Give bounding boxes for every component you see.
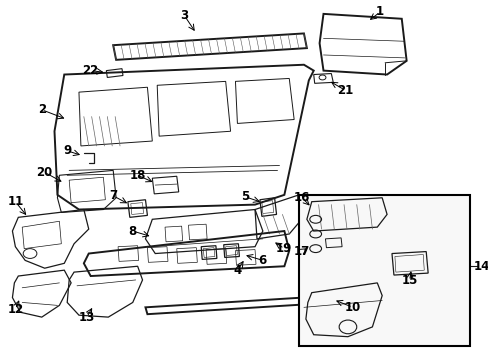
Text: 18: 18 <box>129 169 145 182</box>
Text: 7: 7 <box>109 189 117 202</box>
Text: 12: 12 <box>7 303 23 316</box>
Text: 10: 10 <box>344 301 360 314</box>
Text: 13: 13 <box>79 311 95 324</box>
Text: 6: 6 <box>258 254 266 267</box>
Text: 14: 14 <box>473 260 488 273</box>
Text: 8: 8 <box>128 225 137 238</box>
Text: 11: 11 <box>7 195 23 208</box>
Text: 19: 19 <box>276 242 292 255</box>
Text: 17: 17 <box>293 245 309 258</box>
Text: 21: 21 <box>336 84 352 97</box>
Text: 9: 9 <box>63 144 71 157</box>
Text: 2: 2 <box>38 103 46 116</box>
Bar <box>299 195 469 346</box>
Text: 3: 3 <box>180 9 188 22</box>
Text: 16: 16 <box>293 191 309 204</box>
Text: 4: 4 <box>233 264 241 277</box>
Text: 22: 22 <box>82 64 99 77</box>
Text: 20: 20 <box>37 166 53 179</box>
Text: 15: 15 <box>401 274 417 287</box>
Text: 5: 5 <box>241 190 249 203</box>
Text: 1: 1 <box>375 5 384 18</box>
